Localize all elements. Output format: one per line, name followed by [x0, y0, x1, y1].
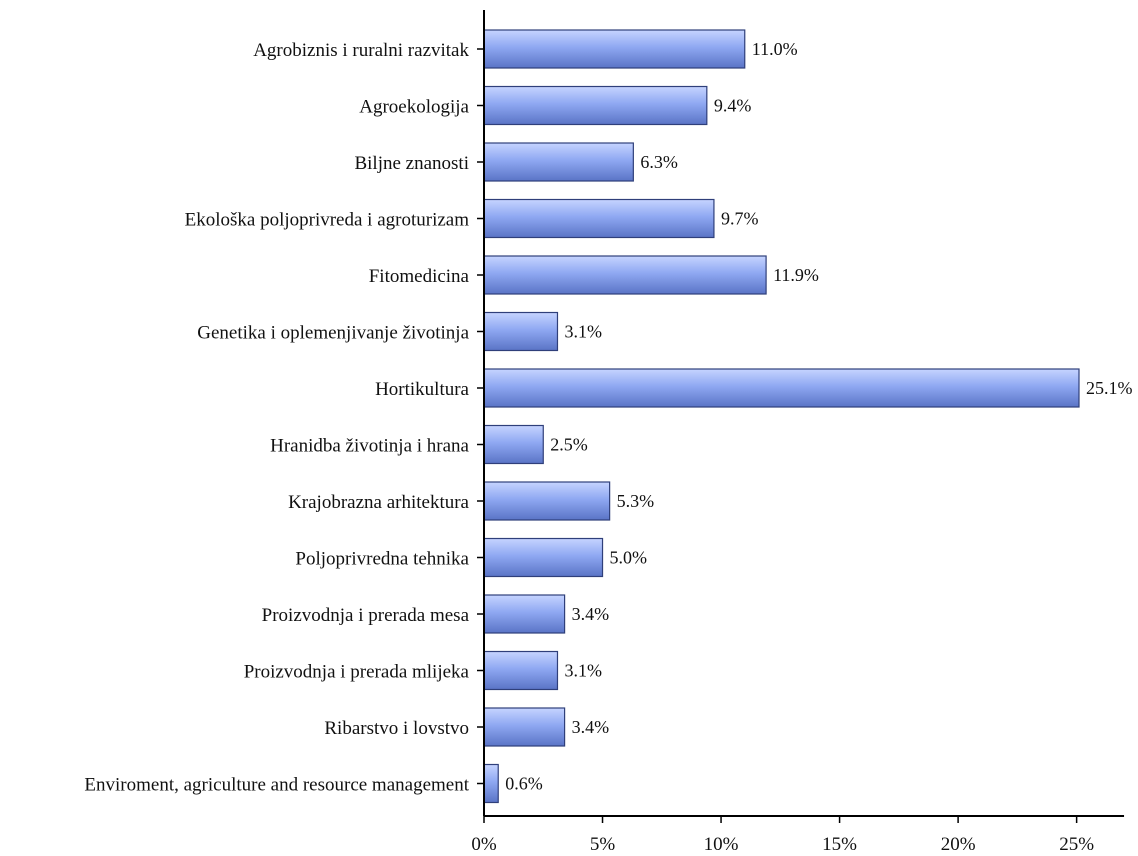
bar-ekoloska-poljoprivreda-i-agroturizam	[483, 198, 715, 239]
bar-biljne-znanosti	[483, 142, 634, 182]
value-label-ekoloska-poljoprivreda-i-agroturizam: 9.7%	[721, 209, 759, 229]
bar-fitomedicina	[483, 255, 767, 295]
bar-hortikultura	[483, 368, 1080, 408]
category-label-genetika-i-oplemenjivanje-zivotinja: Genetika i oplemenjivanje životinja	[197, 323, 469, 344]
category-label-ekoloska-poljoprivreda-i-agroturizam: Ekološka poljoprivreda i agroturizam	[185, 210, 470, 231]
value-label-enviroment-agriculture-and-resource-management: 0.6%	[505, 774, 543, 794]
category-label-hortikultura: Hortikultura	[375, 379, 469, 400]
bar-genetika-i-oplemenjivanje-zivotinja	[483, 311, 559, 352]
category-label-ribarstvo-i-lovstvo: Ribarstvo i lovstvo	[324, 718, 469, 739]
category-label-agrobiznis-i-ruralni-razvitak: Agrobiznis i ruralni razvitak	[253, 40, 469, 61]
x-tick-label: 25%	[1059, 834, 1094, 855]
category-label-biljne-znanosti: Biljne znanosti	[354, 153, 469, 174]
value-label-proizvodnja-i-prerada-mlijeka: 3.1%	[564, 661, 602, 681]
bar-enviroment-agriculture-and-resource-management	[483, 763, 499, 804]
bar-proizvodnja-i-prerada-mlijeka	[483, 650, 559, 691]
bar-krajobrazna-arhitektura	[483, 481, 611, 521]
x-tick-label: 0%	[471, 834, 497, 855]
category-label-enviroment-agriculture-and-resource-management: Enviroment, agriculture and resource man…	[84, 775, 469, 796]
value-label-krajobrazna-arhitektura: 5.3%	[617, 491, 655, 511]
value-label-genetika-i-oplemenjivanje-zivotinja: 3.1%	[564, 322, 602, 342]
value-label-agroekologija: 9.4%	[714, 96, 752, 116]
x-axis: 0% 5% 10% 15% 20% 25%	[471, 815, 1125, 855]
bar-poljoprivredna-tehnika	[483, 537, 604, 578]
category-label-fitomedicina: Fitomedicina	[369, 266, 470, 287]
category-label-proizvodnja-i-prerada-mesa: Proizvodnja i prerada mesa	[262, 605, 470, 626]
y-axis: Agrobiznis i ruralni razvitak Agroekologi…	[84, 10, 485, 816]
value-label-proizvodnja-i-prerada-mesa: 3.4%	[572, 604, 610, 624]
value-label-hranidba-zivotinja-i-hrana: 2.5%	[550, 435, 588, 455]
bar-proizvodnja-i-prerada-mesa	[483, 594, 566, 634]
value-label-poljoprivredna-tehnika: 5.0%	[610, 548, 648, 568]
category-label-agroekologija: Agroekologija	[359, 97, 469, 118]
category-label-krajobrazna-arhitektura: Krajobrazna arhitektura	[288, 492, 469, 513]
x-tick-label: 10%	[704, 834, 739, 855]
category-label-proizvodnja-i-prerada-mlijeka: Proizvodnja i prerada mlijeka	[244, 662, 470, 683]
value-label-biljne-znanosti: 6.3%	[640, 152, 678, 172]
category-label-poljoprivredna-tehnika: Poljoprivredna tehnika	[295, 549, 469, 570]
x-tick-label: 5%	[590, 834, 616, 855]
x-tick-label: 15%	[822, 834, 857, 855]
x-tick-label: 20%	[941, 834, 976, 855]
value-label-ribarstvo-i-lovstvo: 3.4%	[572, 717, 610, 737]
bar-agrobiznis-i-ruralni-razvitak	[483, 29, 746, 69]
value-label-hortikultura: 25.1%	[1086, 378, 1133, 398]
category-label-hranidba-zivotinja-i-hrana: Hranidba životinja i hrana	[270, 436, 469, 457]
bar-ribarstvo-i-lovstvo	[483, 707, 566, 747]
value-label-agrobiznis-i-ruralni-razvitak: 11.0%	[752, 39, 798, 59]
bar-agroekologija	[483, 85, 708, 126]
bars-group: 11.0% 9.4% 6.3% 9.7% 11.9% 3.1% 25.1% 2.5% 5.3% 5…	[483, 29, 1133, 804]
value-label-fitomedicina: 11.9%	[773, 265, 819, 285]
bar-hranidba-zivotinja-i-hrana	[483, 424, 544, 465]
